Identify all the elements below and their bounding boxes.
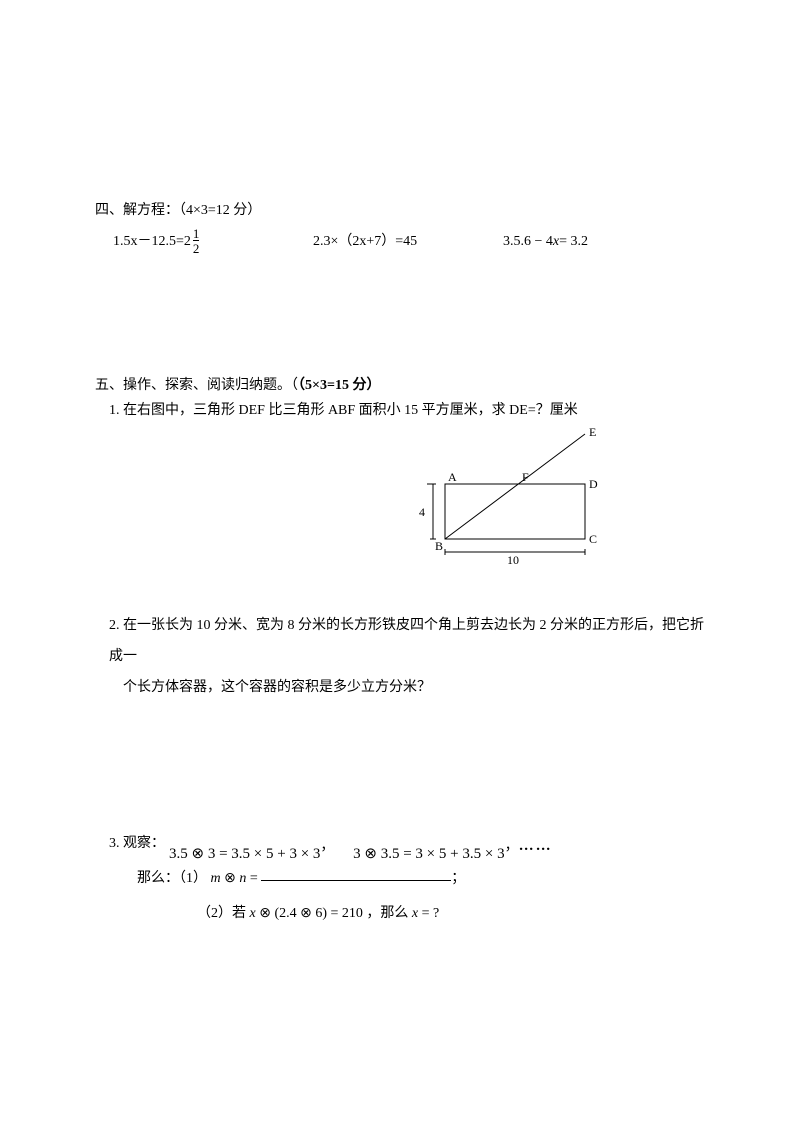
label-C: C (589, 532, 597, 546)
eq2-label: 2. (313, 231, 324, 252)
label-A: A (448, 470, 457, 484)
question-5-1: 1. 在右图中，三角形 DEF 比三角形 ABF 面积小 15 平方厘米，求 D… (95, 400, 705, 421)
page: 四、解方程：（4×3=12 分） 1. 5x－12.5= 2 1 2 2. 3×… (0, 0, 800, 1132)
q5-2-line1: 2. 在一张长为 10 分米、宽为 8 分米的长方形铁皮四个角上剪去边长为 2 … (109, 611, 705, 673)
eq1-frac-num: 1 (193, 227, 200, 240)
q5-3-p2-prefix: （2） (197, 906, 232, 921)
label-B: B (435, 539, 443, 553)
q5-3-p2-tail: = ? (418, 906, 439, 921)
q5-3-part2: （2）若 x ⊗ (2.4 ⊗ 6) = 210 ，那么 x = ? (109, 903, 705, 924)
q5-3-m: m (211, 871, 221, 886)
label-E: E (589, 425, 596, 439)
q5-3-then-label: 那么：（1） (137, 871, 207, 886)
geometry-diagram: A B C D E F 4 10 (395, 424, 635, 591)
dim-4: 4 (419, 505, 425, 519)
q5-3-dots: …… (519, 838, 553, 854)
fill-blank (261, 880, 451, 881)
q5-3-op: ⊗ (221, 871, 240, 886)
q5-3-p2-cn2: ，那么 (363, 906, 412, 921)
equation-1: 1. 5x－12.5= 2 1 2 (113, 227, 313, 255)
q5-3-label: 3. 观察： (109, 833, 169, 854)
q5-1-text: 1. 在右图中，三角形 DEF 比三角形 ABF 面积小 15 平方厘米，求 D… (95, 400, 705, 421)
q5-3-then: 那么：（1） m ⊗ n = ； (109, 868, 705, 889)
q5-3-comma2: ， (505, 839, 519, 854)
q5-3-semi: ； (451, 871, 465, 886)
eq1-label: 1. (113, 231, 124, 252)
sec5-prefix: 五、操作、探索、阅读归纳题。（ (95, 378, 298, 393)
sec4-points: 4×3=12 (186, 203, 230, 218)
eq1-pre: 5x－12.5= (124, 231, 184, 252)
q5-3-eq: = (246, 871, 261, 886)
label-D: D (589, 477, 598, 491)
q5-3-p2-expr: ⊗ (2.4 ⊗ 6) = 210 (256, 906, 363, 921)
diagram-svg: A B C D E F 4 10 (395, 424, 635, 584)
q5-3-observe: 3. 观察： 3.5 ⊗ 3 = 3.5 × 5 + 3 × 3， 3 ⊗ 3.… (109, 833, 705, 866)
section5-header: 五、操作、探索、阅读归纳题。（（5×3=15 分） (95, 375, 705, 396)
sec4-prefix: 四、解方程：（ (95, 203, 186, 218)
q5-3-comma1: ， (320, 839, 334, 854)
section4-equations: 1. 5x－12.5= 2 1 2 2. 3×（2x+7）=45 3. 5.6 … (95, 227, 705, 255)
eq2-text: 3×（2x+7）=45 (324, 231, 418, 252)
label-F: F (522, 470, 529, 484)
sec5-points: （5×3=15 分） (298, 378, 380, 393)
equation-2: 2. 3×（2x+7）=45 (313, 227, 503, 255)
section4-header: 四、解方程：（4×3=12 分） (95, 200, 705, 221)
dim-10: 10 (507, 553, 519, 567)
q5-3-eq2: 3 ⊗ 3.5 = 3 × 5 + 3.5 × 3 (353, 846, 504, 862)
q5-2-line2: 个长方体容器，这个容器的容积是多少立方分米？ (109, 673, 705, 704)
question-5-2: 2. 在一张长为 10 分米、宽为 8 分米的长方形铁皮四个角上剪去边长为 2 … (95, 611, 705, 703)
question-5-3: 3. 观察： 3.5 ⊗ 3 = 3.5 × 5 + 3 × 3， 3 ⊗ 3.… (95, 833, 705, 924)
sec4-suffix: 分） (230, 203, 262, 218)
eq3-label: 3. (503, 231, 514, 252)
eq1-mixed-int: 2 (184, 231, 191, 252)
q5-3-equations: 3.5 ⊗ 3 = 3.5 × 5 + 3 × 3， 3 ⊗ 3.5 = 3 ×… (169, 833, 553, 866)
q5-3-p2-cn1: 若 (232, 906, 250, 921)
eq3-a: 5.6 − 4 (514, 231, 553, 252)
eq3-b: = 3.2 (559, 231, 588, 252)
eq1-frac-den: 2 (193, 240, 200, 255)
q5-3-eq1: 3.5 ⊗ 3 = 3.5 × 5 + 3 × 3 (169, 846, 320, 862)
equation-3: 3. 5.6 − 4x = 3.2 (503, 227, 588, 255)
eq1-fraction: 1 2 (193, 227, 200, 255)
